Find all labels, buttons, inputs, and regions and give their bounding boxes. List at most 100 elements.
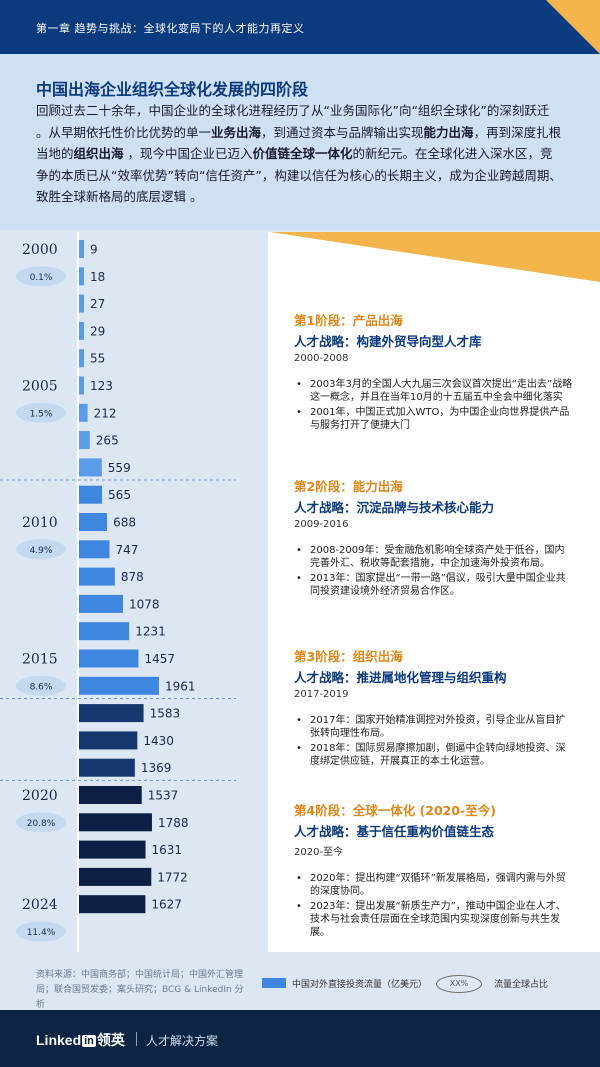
bottom-bar: Linked in 领英 人才解决方案 (0, 1010, 600, 1067)
bar-value-label: 27 (90, 297, 105, 311)
logo-in-badge: in (82, 1035, 96, 1047)
share-label: 1.5% (30, 409, 53, 419)
year-label: 2020 (22, 788, 58, 804)
bar-2017 (79, 704, 144, 723)
stage-bullet: 2017年：国家开始精准调控对外投资，引导企业从盲目扩张转向理性布局。 (294, 714, 574, 740)
bar-2022 (79, 840, 146, 859)
stage-title: 第4阶段：全球一体化 (2020-至今) (294, 803, 496, 818)
bar-2003 (79, 321, 84, 340)
bar-value-label: 123 (90, 379, 113, 393)
share-label: 8.6% (30, 682, 53, 692)
bar-value-label: 1627 (151, 898, 182, 912)
intro-bold-2: 能力出海 (423, 124, 474, 140)
stage-strategy: 人才战略：基于信任重构价值链生态 (294, 824, 495, 839)
bar-value-label: 265 (96, 434, 119, 448)
stage-bullet: 2003年3月的全国人大九届三次会议首次提出“走出去”战略这一概念，并且在当年1… (294, 378, 574, 404)
stage-4: 第4阶段：全球一体化 (2020-至今) 人才战略：基于信任重构价值链生态 20… (294, 800, 584, 941)
year-label: 2010 (22, 515, 58, 531)
bar-value-label: 18 (90, 270, 105, 284)
bar-value-label: 1457 (144, 652, 175, 666)
share-ellipse (16, 921, 66, 942)
legend-share-label: 流量全球占比 (494, 980, 549, 990)
bar-2016 (79, 676, 159, 695)
brand-tagline: 人才解决方案 (146, 1034, 219, 1048)
intro-text-1: 回顾过去二十余年，中国企业的全球化进程经历了从“业务国际化”向“组织全球化”的深… (36, 103, 550, 140)
bar-2021 (79, 813, 152, 832)
brand-separator (136, 1032, 137, 1046)
bar-value-label: 9 (90, 243, 98, 257)
source-note: 资料来源：中国商务部；中国统计局；中国外汇管理局；联合国贸发委；案头研究；BCG… (36, 970, 244, 1010)
intro-title: 中国出海企业组织全球化发展的四阶段 (36, 80, 309, 99)
stage-bullets: 2020年：提出构建“双循环”新发展格局，强调内需与外贸的深度协同。 2023年… (294, 872, 584, 939)
bar-2004 (79, 349, 84, 368)
share-ellipse (16, 266, 66, 287)
bar-value-label: 688 (113, 516, 136, 530)
year-label: 2024 (22, 897, 58, 913)
stage-strategy: 人才战略：推进属地化管理与组织重构 (294, 670, 507, 685)
bar-2013 (79, 594, 123, 613)
stage-bullet: 2020年：提出构建“双循环”新发展格局，强调内需与外贸的深度协同。 (294, 872, 574, 898)
legend-bar-swatch (262, 978, 286, 988)
bar-value-label: 1631 (152, 843, 183, 857)
intro-text-3: ，再到深度扎根当地的 (36, 124, 562, 162)
bar-value-label: 747 (115, 543, 138, 557)
stage-3: 第3阶段：组织出海 人才战略：推进属地化管理与组织重构 2017-2019 20… (294, 646, 584, 770)
logo-linked: Linked (36, 1032, 82, 1048)
bar-value-label: 559 (108, 461, 131, 475)
stage-bullet: 2001年，中国正式加入WTO，为中国企业向世界提供产品与服务打开了便捷大门 (294, 406, 574, 432)
stage-bullet: 2013年：国家提出“一带一路”倡议，吸引大量中国企业共同投资建设境外经济贸易合… (294, 572, 574, 598)
bar-2015 (79, 649, 139, 668)
stage-bullets: 2003年3月的全国人大九届三次会议首次提出“走出去”战略这一概念，并且在当年1… (294, 378, 584, 432)
share-label: 11.4% (27, 928, 56, 938)
bar-value-label: 1078 (129, 597, 160, 611)
intro-bold-4: 价值链全球一体化 (252, 146, 353, 161)
odi-bar-chart: 9 18 27 29 55 123 212 265 559 565 688 747 878 1078 123… (0, 232, 268, 952)
year-label: 2005 (22, 379, 58, 395)
stage-years: 2009-2016 (294, 519, 349, 530)
bar-2008 (79, 458, 102, 477)
header-corner-accent (546, 0, 600, 54)
intro-section: 中国出海企业组织全球化发展的四阶段 回顾过去二十余年，中国企业的全球化进程经历了… (0, 54, 600, 230)
year-label: 2015 (22, 652, 58, 668)
bar-value-label: 1231 (135, 625, 166, 639)
stage-years: 2000-2008 (294, 353, 349, 364)
bar-value-label: 878 (121, 570, 144, 584)
header-bar: 第一章 趋势与挑战：全球化变局下的人才能力再定义 (0, 0, 600, 54)
intro-bold-3: 组织出海 (73, 146, 124, 161)
stage-strategy: 人才战略：构建外贸导向型人才库 (294, 334, 482, 349)
bar-value-label: 1537 (148, 789, 179, 803)
bar-2002 (79, 294, 84, 313)
share-label: 0.1% (30, 273, 53, 283)
share-ellipse (16, 675, 66, 696)
bar-value-label: 1430 (143, 734, 174, 748)
stage-years: 2020-至今 (294, 847, 344, 858)
legend-share-ellipse: XX% (436, 975, 482, 993)
share-ellipse (16, 539, 66, 560)
legend-bar-label: 中国对外直接投资流量（亿美元） (292, 980, 428, 990)
stage-bullet: 2008-2009年：受金融危机影响全球资产处于低谷，国内完善外汇、税收等配套措… (294, 544, 574, 570)
share-ellipse (16, 812, 66, 833)
stage-2: 第2阶段：能力出海 人才战略：沉淀品牌与技术核心能力 2009-2016 200… (294, 476, 584, 600)
logo-cn: 领英 (96, 1032, 125, 1048)
share-label: 20.8% (27, 819, 56, 829)
intro-bold-1: 业务出海 (211, 124, 262, 140)
bar-value-label: 212 (94, 406, 117, 420)
bar-2001 (79, 267, 84, 286)
stage-bullets: 2008-2009年：受金融危机影响全球资产处于低谷，国内完善外汇、税收等配套措… (294, 544, 584, 598)
stage-bullet: 2018年：国际贸易摩擦加剧，倒逼中企转向绿地投资、深度绑定供应链，开展真正的本… (294, 742, 574, 768)
bar-2014 (79, 622, 130, 641)
bar-2018 (79, 731, 138, 750)
share-ellipse (16, 402, 66, 423)
bar-2000 (79, 240, 84, 258)
stage-strategy: 人才战略：沉淀品牌与技术核心能力 (294, 500, 495, 515)
chart-svg: 9 18 27 29 55 123 212 265 559 565 688 747 878 1078 123… (0, 232, 236, 952)
bar-value-label: 1772 (157, 870, 188, 884)
panel-corner-accent (270, 232, 600, 282)
intro-body: 回顾过去二十余年，中国企业的全球化进程经历了从“业务国际化”向“组织全球化”的深… (36, 100, 564, 208)
intro-text-5: 的新纪元。在全球化进入深水区，竞争的本质已从“效率优势”转向“信任资产”，构建以… (36, 146, 562, 204)
stage-title: 第2阶段：能力出海 (294, 479, 403, 494)
bar-value-label: 1961 (165, 679, 196, 693)
bar-2024 (79, 895, 146, 914)
stage-years: 2017-2019 (294, 689, 349, 700)
bar-value-label: 1788 (158, 816, 189, 830)
